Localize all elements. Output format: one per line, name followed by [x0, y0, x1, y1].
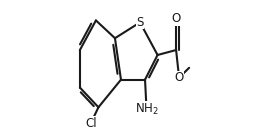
Text: Cl: Cl [85, 117, 97, 130]
Text: NH$_2$: NH$_2$ [135, 102, 158, 117]
Text: O: O [172, 12, 181, 25]
Text: O: O [174, 71, 184, 84]
Text: S: S [136, 16, 144, 29]
